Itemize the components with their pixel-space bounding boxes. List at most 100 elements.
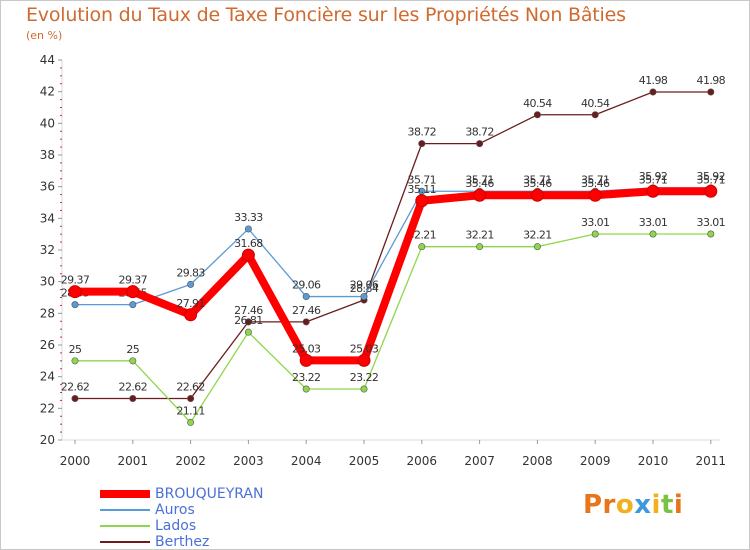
data-point-lados [360,385,368,393]
data-label-lados: 33.01 [639,216,668,229]
y-tick-label: 36 [40,180,55,194]
data-point-lados [418,243,426,251]
data-point-berthez [591,111,599,119]
legend-swatch [100,490,150,498]
logo-letter: i [651,490,661,520]
data-label-auros: 35.92 [697,170,726,183]
data-label-berthez: 27.46 [292,304,321,317]
data-label-lados: 23.22 [350,371,379,384]
data-point-berthez [244,318,252,326]
x-tick-label: 2011 [696,454,727,468]
data-label-berthez: 38.72 [465,126,494,139]
data-point-brouqueyran [415,194,429,208]
logo-letter: o [615,490,635,520]
data-label-auros: 29.06 [350,279,379,292]
y-tick-label: 44 [40,53,55,67]
data-label-brouqueyran: 35.71 [639,173,668,186]
data-label-berthez: 22.62 [119,381,148,394]
y-tick-label: 38 [40,148,55,162]
data-point-lados [244,328,252,336]
data-label-lados: 25 [126,343,139,356]
data-point-berthez [649,88,657,96]
data-point-berthez [418,140,426,148]
data-point-lados [591,230,599,238]
data-label-brouqueyran: 29.37 [61,274,90,287]
data-point-berthez [71,395,79,403]
data-label-lados: 23.22 [292,371,321,384]
y-tick-label: 34 [40,211,55,225]
data-point-lados [476,243,484,251]
data-label-berthez: 41.98 [697,74,726,87]
data-point-lados [707,230,715,238]
data-label-auros: 35.71 [465,173,494,186]
x-tick-label: 2007 [464,454,495,468]
data-label-auros: 35.92 [639,170,668,183]
data-point-berthez [187,395,195,403]
legend-swatch [100,541,150,543]
data-label-auros: 29.06 [292,279,321,292]
x-tick-label: 2009 [580,454,611,468]
data-label-brouqueyran: 35.46 [581,177,610,190]
data-label-lados: 21.11 [176,404,205,417]
data-point-berthez [302,318,310,326]
data-point-berthez [533,111,541,119]
y-tick-label: 22 [40,401,55,415]
legend-label: Auros [155,502,195,518]
data-label-brouqueyran: 35.71 [697,173,726,186]
data-point-brouqueyran [299,353,313,367]
data-label-berthez: 40.54 [523,97,552,110]
data-label-berthez: 41.98 [639,74,668,87]
series-line-brouqueyran [71,187,715,365]
data-point-berthez [129,395,137,403]
data-point-auros [244,225,252,233]
data-point-lados [649,230,657,238]
data-label-lados: 32.21 [465,229,494,242]
data-point-brouqueyran [68,285,82,299]
data-label-brouqueyran: 35.11 [408,183,437,196]
x-tick-label: 2000 [60,454,91,468]
data-point-brouqueyran [588,188,602,202]
data-label-brouqueyran: 25.03 [292,342,321,355]
data-point-auros [302,293,310,301]
y-tick-label: 28 [40,306,55,320]
data-point-lados [129,357,137,365]
legend-label: Lados [155,518,197,534]
data-point-brouqueyran [530,188,544,202]
y-tick-label: 30 [40,275,55,289]
chart-subtitle: (en %) [26,29,63,42]
data-label-lados: 33.01 [697,216,726,229]
data-label-brouqueyran: 31.68 [234,237,263,250]
data-label-lados: 25 [69,343,82,356]
data-label-brouqueyran: 35.46 [523,177,552,190]
data-point-brouqueyran [646,184,660,198]
data-point-berthez [707,88,715,96]
logo-letter: t [660,490,674,520]
logo-letter: Pr [583,490,616,520]
x-tick-label: 2003 [233,454,264,468]
data-point-brouqueyran [704,184,718,198]
data-point-brouqueyran [126,285,140,299]
data-label-lados: 32.21 [408,229,437,242]
legend-label: Berthez [155,534,210,550]
x-tick-label: 2005 [349,454,380,468]
data-label-brouqueyran: 27.91 [176,297,205,310]
series-line-berthez [74,91,712,400]
logo-letter: x [634,490,652,520]
proxiti-logo: Proxiti [583,490,683,520]
data-label-auros: 35.71 [523,173,552,186]
data-label-brouqueyran: 35.46 [465,177,494,190]
y-tick-label: 40 [40,116,55,130]
data-label-auros: 29.83 [176,266,205,279]
data-point-auros [129,301,137,309]
x-tick-label: 2008 [522,454,553,468]
data-label-berthez: 27.46 [234,304,263,317]
legend-label: BROUQUEYRAN [155,486,264,502]
data-point-berthez [476,140,484,148]
data-label-berthez: 38.72 [408,126,437,139]
data-point-lados [187,418,195,426]
legend-swatch [100,509,150,511]
x-tick-label: 2010 [638,454,669,468]
data-label-berthez: 40.54 [581,97,610,110]
